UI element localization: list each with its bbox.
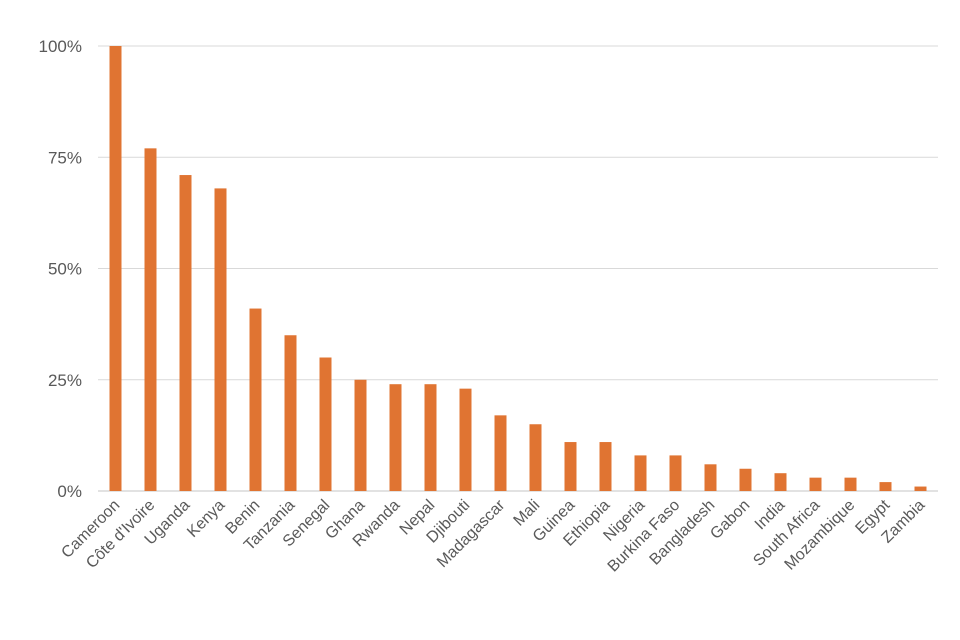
- bar: [494, 415, 507, 491]
- bar: [844, 477, 857, 491]
- bar: [669, 455, 682, 491]
- y-tick-label: 50%: [48, 260, 82, 279]
- bar: [179, 175, 192, 492]
- bar: [424, 384, 437, 491]
- bar: [704, 464, 717, 491]
- gridlines: [98, 45, 938, 492]
- y-tick-label: 75%: [48, 148, 82, 167]
- bar: [529, 424, 542, 491]
- bar: [459, 388, 472, 491]
- bar: [319, 357, 332, 491]
- bar: [809, 477, 822, 491]
- bar: [879, 482, 892, 491]
- bar: [739, 468, 752, 491]
- y-tick-label: 25%: [48, 371, 82, 390]
- bar: [914, 486, 927, 491]
- bar: [774, 473, 787, 491]
- x-category-label: Gabon: [707, 497, 753, 543]
- x-category-label: Kenya: [184, 497, 228, 541]
- bars: [109, 46, 927, 492]
- bar: [144, 148, 157, 491]
- y-tick-label: 0%: [57, 482, 82, 501]
- y-axis-tick-labels: 0% 25% 50% 75% 100%: [39, 37, 82, 501]
- bar: [389, 384, 402, 491]
- bar: [214, 188, 227, 491]
- bar: [564, 442, 577, 491]
- bar: [634, 455, 647, 491]
- bar: [249, 308, 262, 491]
- bar: [284, 335, 297, 491]
- bar: [354, 379, 367, 491]
- y-tick-label: 100%: [39, 37, 82, 56]
- bar: [599, 442, 612, 491]
- bar: [109, 46, 122, 491]
